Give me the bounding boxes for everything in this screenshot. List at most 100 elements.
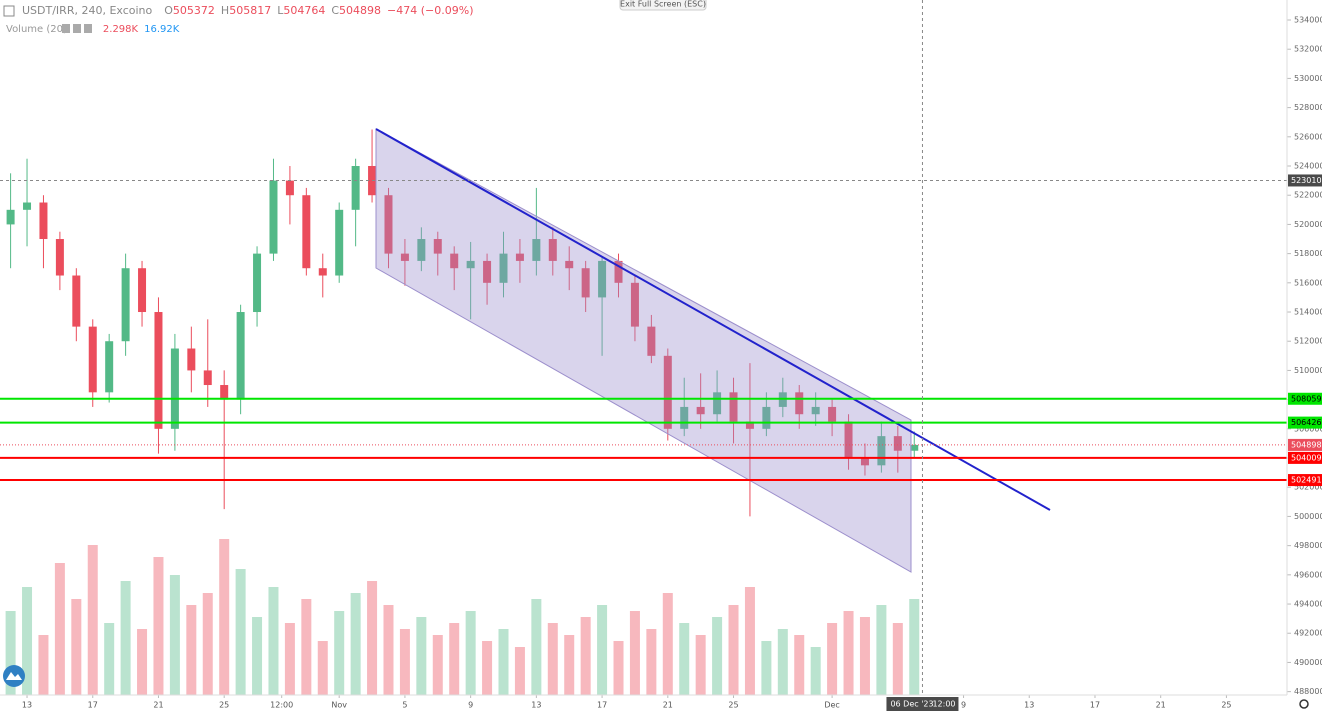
y-tick-label: 488000 (1294, 687, 1322, 696)
candle-body (844, 421, 853, 459)
candle-body (138, 268, 147, 313)
legend-header: USDT/IRR, 240, Excoino O505372 H505817 L504… (22, 4, 473, 17)
level-box (1288, 451, 1322, 464)
candle-body (499, 253, 508, 283)
volume-header: Volume (20) 2.298K 16.92K (6, 24, 180, 35)
volume-bar (712, 617, 723, 695)
y-tick-label: 494000 (1294, 600, 1322, 609)
volume-bar (876, 605, 887, 695)
candle-body (811, 406, 820, 415)
y-tick-label: 492000 (1294, 629, 1322, 638)
settings-gear[interactable] (1299, 699, 1309, 709)
volume-bar (268, 587, 279, 695)
ohlc-label: C (331, 4, 339, 17)
ohlc-value: 504898 (339, 4, 381, 17)
candle-body (433, 239, 442, 254)
volume-bar (399, 629, 410, 695)
candle-body (121, 268, 130, 342)
candle-body (877, 436, 886, 466)
close-icon[interactable] (84, 24, 92, 33)
volume-bar (679, 623, 690, 695)
candle-body (187, 348, 196, 371)
candle-body (88, 326, 97, 393)
candle-body (450, 253, 459, 269)
candle-body (910, 444, 919, 451)
candle-body (581, 268, 590, 298)
candle-body (105, 341, 114, 393)
candle-body (203, 370, 212, 386)
x-tick-label: 21 (663, 701, 673, 710)
candle-body (614, 260, 623, 283)
candle-body (220, 385, 229, 400)
volume-bar (104, 623, 115, 695)
x-tick-label: 17 (1090, 701, 1100, 710)
level-label: 508059 (1291, 394, 1322, 403)
y-tick-label: 526000 (1294, 132, 1322, 141)
x-tick-label: 13 (531, 701, 541, 710)
volume-bar (794, 635, 805, 695)
x-tick-label: 25 (728, 701, 738, 710)
candle-body (253, 253, 262, 313)
y-tick-label: 498000 (1294, 541, 1322, 550)
volume-bar (71, 599, 82, 695)
candle-body (548, 239, 557, 261)
exit-fullscreen-label[interactable]: Exit Full Screen (ESC) (620, 0, 706, 9)
y-tick-label: 502000 (1294, 483, 1322, 492)
channel (375, 128, 912, 573)
volume-bar (432, 635, 443, 695)
candle-body (795, 392, 804, 415)
x-tick-label: 13 (22, 701, 32, 710)
candle-body (532, 239, 541, 261)
volume-bar (629, 611, 640, 695)
candle-body (713, 392, 722, 415)
exit-fullscreen-button[interactable] (619, 0, 707, 11)
volume-bar (580, 617, 591, 695)
candle-body (762, 406, 771, 429)
candle-body (483, 260, 492, 283)
x-tick-label: 17 (597, 701, 607, 710)
candle-body (860, 458, 869, 466)
volume-bar (38, 635, 49, 695)
volume-bar (367, 581, 378, 695)
eye-icon[interactable] (62, 24, 70, 33)
level-label: 502491 (1291, 476, 1322, 485)
candle-body (170, 348, 179, 429)
x-tick-label: 25 (219, 701, 229, 710)
volume-value: 16.92K (144, 24, 180, 35)
candle-body (236, 312, 245, 400)
ohlc-value: 505817 (229, 4, 271, 17)
candle-body (630, 282, 639, 327)
volume-bar (827, 623, 838, 695)
candle-body (23, 202, 32, 210)
candle-body (663, 355, 672, 429)
volume-bar (613, 641, 624, 695)
settings-icon[interactable] (73, 24, 81, 33)
candle-body (893, 436, 902, 451)
crosshair-y-label: 523010 (1291, 176, 1322, 185)
collapse-icon[interactable] (3, 5, 15, 17)
y-tick-label: 516000 (1294, 278, 1322, 287)
volume-label: Volume (20) (6, 24, 67, 35)
x-tick-label: 5 (402, 701, 407, 710)
candle-body (55, 239, 64, 276)
y-tick-label: 514000 (1294, 308, 1322, 317)
volume-bar (547, 623, 558, 695)
volume-bar (350, 593, 361, 695)
candle-body (39, 202, 48, 240)
crosshair-y-box (1288, 174, 1322, 187)
ohlc-label: O (164, 4, 173, 17)
volume-bar (5, 611, 16, 695)
y-tick-label: 532000 (1294, 45, 1322, 54)
volume-bar (120, 581, 131, 695)
volume-bar (514, 647, 525, 695)
x-tick-label: 9 (468, 701, 473, 710)
volume-bar (449, 623, 460, 695)
volume-bar (22, 587, 33, 695)
volume-bar (54, 563, 65, 695)
candle-body (269, 180, 278, 254)
y-tick-label: 510000 (1294, 366, 1322, 375)
